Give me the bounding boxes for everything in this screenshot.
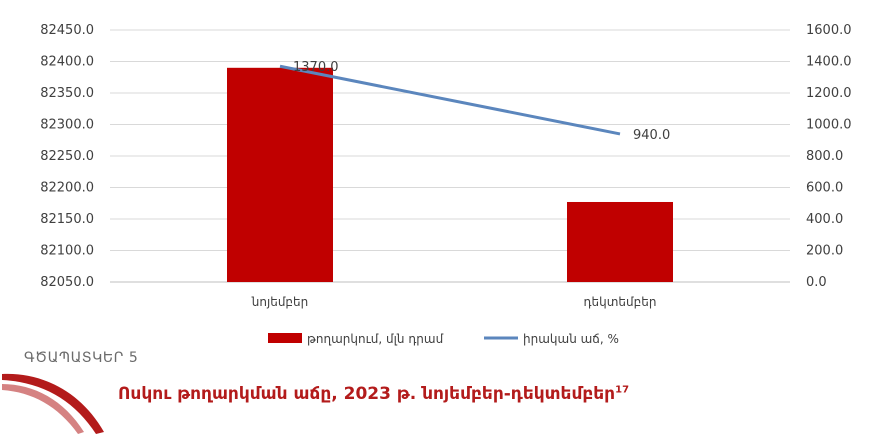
line-path	[279, 64, 621, 136]
right-tick-label: 400.0	[806, 212, 843, 227]
right-tick-label: 800.0	[806, 149, 843, 164]
left-tick-label: 82250.0	[40, 149, 94, 164]
right-tick-label: 600.0	[806, 181, 843, 196]
legend-bar-swatch	[268, 333, 302, 343]
right-tick-label: 1400.0	[806, 55, 852, 70]
right-tick-label: 1600.0	[806, 23, 852, 38]
legend-bar-label: թողարկում, մլն դրամ	[307, 332, 444, 346]
left-tick-label: 82300.0	[40, 118, 94, 133]
left-tick-label: 82200.0	[40, 181, 94, 196]
legend-line-label: իրական աճ, %	[523, 332, 619, 346]
left-tick-label: 82150.0	[40, 212, 94, 227]
line-series: 1370.0 940.0	[279, 60, 670, 143]
left-tick-label: 82100.0	[40, 244, 94, 259]
bar-series	[227, 67, 673, 282]
line-data-label: 1370.0	[293, 60, 339, 75]
left-tick-label: 82400.0	[40, 55, 94, 70]
gridlines	[110, 29, 790, 283]
footnote-marker: 17	[615, 384, 630, 396]
legend: թողարկում, մլն դրամ իրական աճ, %	[268, 332, 619, 346]
right-tick-label: 200.0	[806, 244, 843, 259]
left-axis: 82050.0 82100.0 82150.0 82200.0 82250.0 82300…	[40, 23, 94, 290]
left-tick-label: 82050.0	[40, 275, 94, 290]
decorative-swoosh-icon	[2, 373, 104, 434]
category-axis: նոյեմբեր դեկտեմբեր	[251, 295, 657, 309]
right-tick-label: 1000.0	[806, 118, 852, 133]
left-tick-label: 82450.0	[40, 23, 94, 38]
bar	[567, 201, 673, 282]
left-tick-label: 82350.0	[40, 86, 94, 101]
figure-number: ԳԾԱՊԱՏԿԵՐ 5	[24, 350, 139, 366]
category-label: նոյեմբեր	[251, 295, 309, 309]
figure-title: Ոսկու թողարկման աճը, 2023 թ. նոյեմբեր-դե…	[118, 384, 629, 404]
chart: 82050.0 82100.0 82150.0 82200.0 82250.0 82300…	[40, 23, 852, 346]
bar	[227, 67, 333, 282]
line-data-label: 940.0	[633, 128, 670, 143]
right-tick-label: 0.0	[806, 275, 827, 290]
category-label: դեկտեմբեր	[584, 295, 657, 309]
right-axis: 0.0 200.0 400.0 600.0 800.0 1000.0 1200.0 1400.…	[806, 23, 852, 290]
figure-title-text: Ոսկու թողարկման աճը, 2023 թ. նոյեմբեր-դե…	[118, 384, 616, 404]
right-tick-label: 1200.0	[806, 86, 852, 101]
